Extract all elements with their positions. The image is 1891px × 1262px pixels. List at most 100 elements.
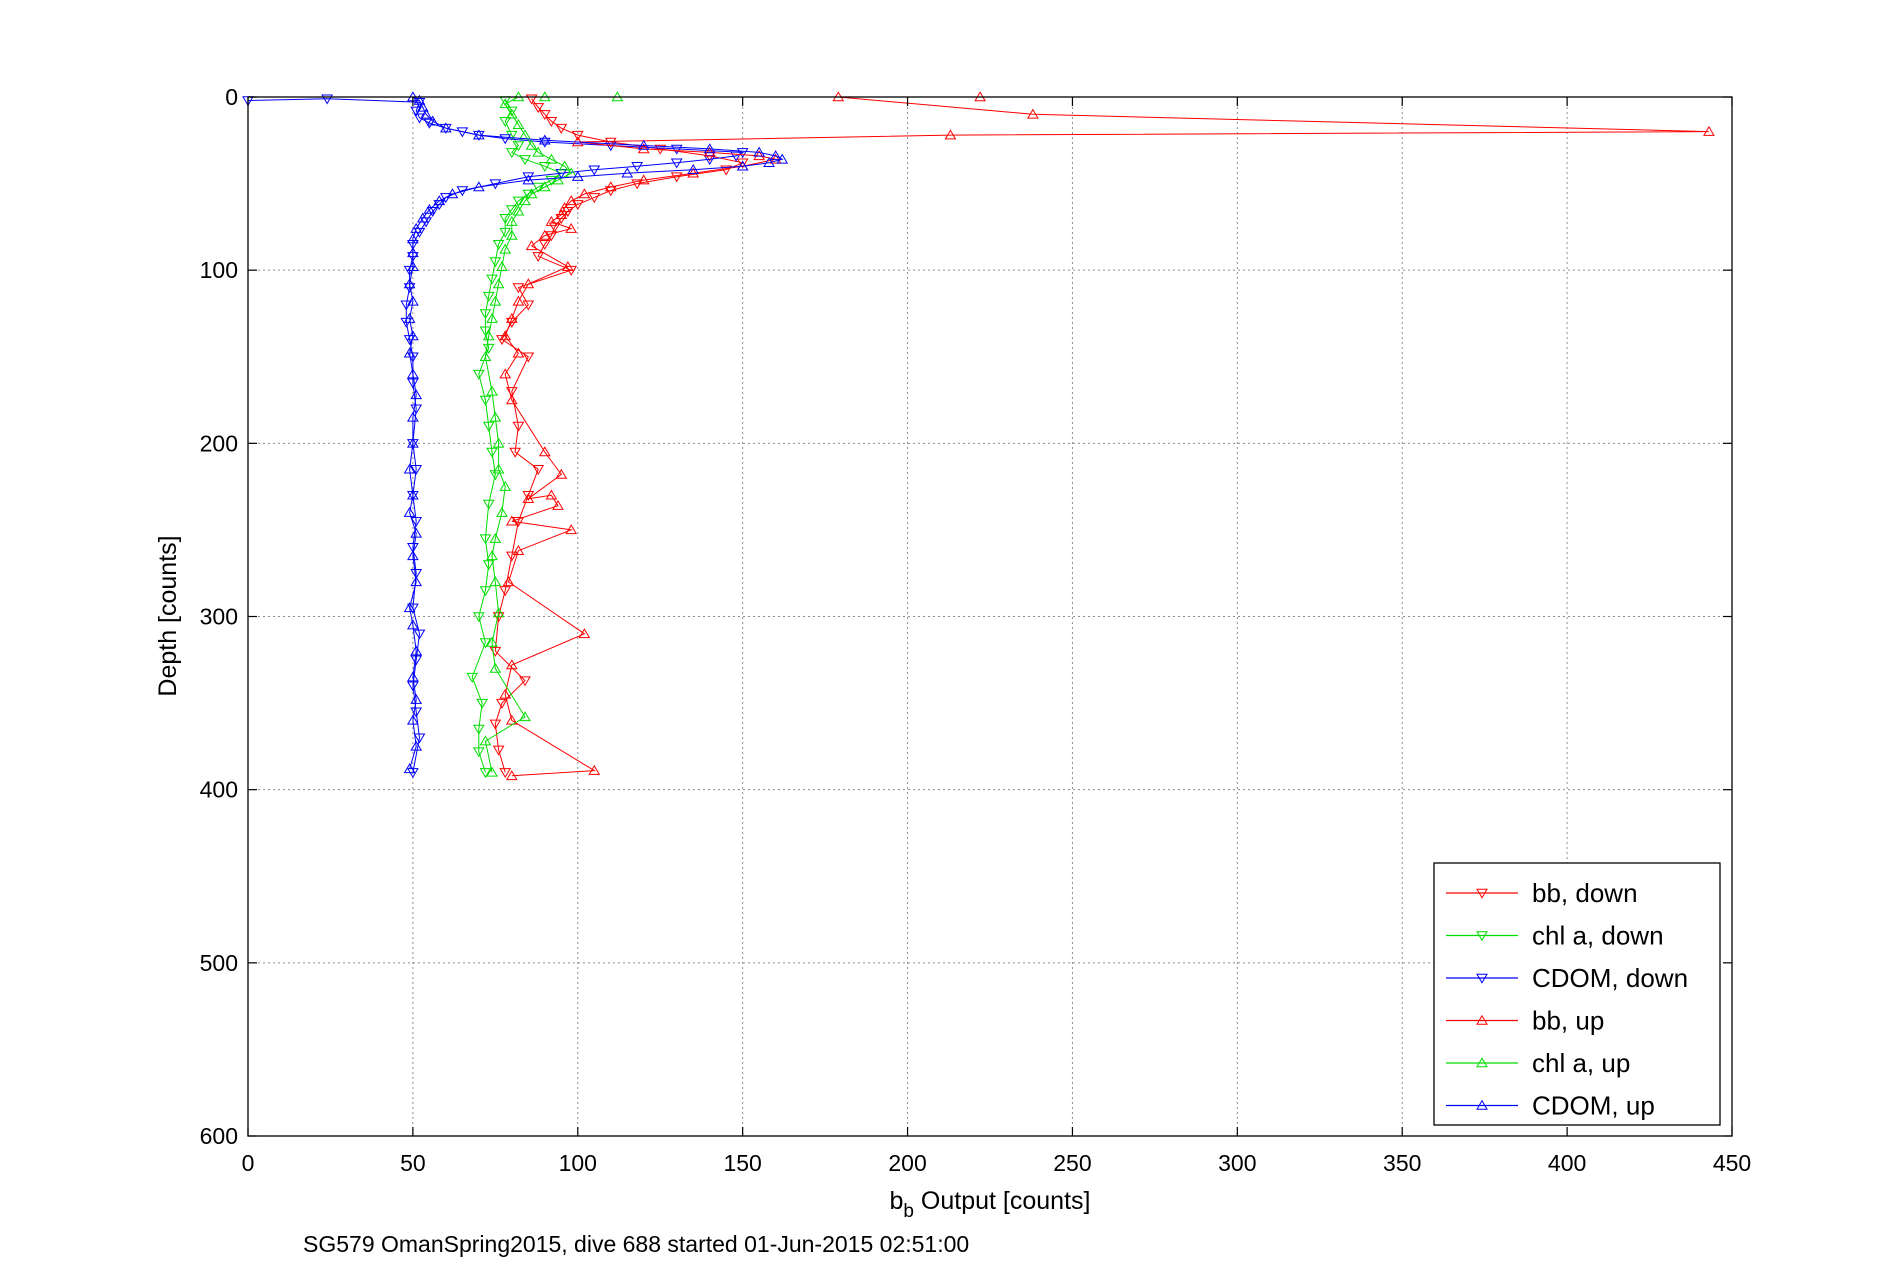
data-point bbox=[588, 193, 601, 204]
data-point bbox=[1026, 108, 1039, 119]
data-point bbox=[538, 181, 551, 192]
data-point bbox=[512, 347, 525, 358]
data-point bbox=[687, 163, 700, 174]
data-point bbox=[578, 188, 591, 199]
data-point bbox=[505, 108, 518, 119]
x-tick-label: 350 bbox=[1383, 1150, 1421, 1176]
data-point bbox=[670, 158, 683, 169]
data-point bbox=[472, 129, 485, 140]
data-point bbox=[532, 146, 545, 157]
data-point bbox=[321, 94, 334, 105]
data-point bbox=[512, 118, 525, 129]
data-point bbox=[703, 146, 716, 157]
legend-label: bb, down bbox=[1532, 878, 1638, 908]
data-point bbox=[538, 446, 551, 457]
axis-ticks: 0 50 100 150 200 250 300 350 400 450 0 100 200 300 400… bbox=[200, 84, 1752, 1176]
data-point bbox=[769, 150, 782, 161]
data-point bbox=[532, 103, 545, 114]
data-point bbox=[499, 243, 512, 254]
data-point bbox=[407, 619, 419, 630]
data-point bbox=[753, 146, 766, 157]
data-point bbox=[512, 544, 525, 555]
data-point bbox=[519, 676, 531, 687]
data-point bbox=[505, 770, 518, 781]
data-point bbox=[512, 295, 525, 306]
data-point bbox=[426, 207, 439, 218]
data-point bbox=[505, 394, 518, 405]
data-point bbox=[479, 768, 492, 779]
legend-label: CDOM, down bbox=[1532, 963, 1688, 993]
data-point bbox=[512, 283, 525, 294]
data-point bbox=[730, 151, 742, 162]
data-point bbox=[499, 330, 512, 341]
data-point bbox=[486, 550, 498, 561]
data-point bbox=[416, 101, 429, 112]
data-point bbox=[403, 278, 416, 289]
data-point bbox=[420, 108, 432, 119]
data-point bbox=[703, 155, 716, 166]
data-point bbox=[545, 175, 558, 186]
data-point bbox=[631, 162, 644, 173]
data-point bbox=[538, 134, 551, 145]
y-axis-label: Depth [counts] bbox=[154, 535, 182, 696]
legend-marker bbox=[1476, 1014, 1488, 1025]
data-point bbox=[476, 698, 489, 709]
data-point bbox=[479, 351, 492, 361]
data-point bbox=[479, 326, 492, 337]
data-point bbox=[588, 165, 601, 176]
data-point bbox=[486, 274, 498, 285]
data-point bbox=[410, 568, 423, 579]
data-point bbox=[413, 733, 426, 744]
y-tick-label: 600 bbox=[200, 1123, 238, 1149]
data-point bbox=[525, 240, 538, 251]
data-point bbox=[578, 628, 591, 639]
data-point bbox=[637, 143, 650, 154]
data-point bbox=[472, 181, 485, 192]
data-point bbox=[489, 257, 502, 268]
data-point bbox=[413, 97, 426, 108]
y-tick-label: 0 bbox=[225, 84, 238, 110]
data-point bbox=[492, 745, 505, 756]
x-tick-label: 100 bbox=[559, 1150, 597, 1176]
data-point bbox=[489, 295, 502, 306]
legend-marker bbox=[1476, 1057, 1488, 1068]
data-point bbox=[545, 153, 558, 164]
data-point bbox=[410, 389, 423, 400]
data-point bbox=[555, 168, 568, 179]
data-point bbox=[489, 532, 502, 543]
data-point bbox=[538, 162, 551, 173]
data-point bbox=[532, 252, 545, 263]
data-point bbox=[555, 468, 568, 479]
data-point bbox=[407, 411, 419, 422]
data-point bbox=[565, 222, 578, 233]
data-point bbox=[486, 766, 498, 777]
data-point bbox=[736, 160, 749, 171]
legend-item: CDOM, up bbox=[1446, 1091, 1655, 1121]
data-point bbox=[403, 506, 416, 517]
x-tick-label: 250 bbox=[1053, 1150, 1091, 1176]
data-point bbox=[604, 181, 617, 192]
data-point bbox=[423, 203, 436, 214]
data-point bbox=[512, 196, 525, 207]
data-point bbox=[423, 118, 436, 129]
data-point bbox=[604, 137, 617, 148]
series-cdom-up bbox=[403, 91, 789, 774]
data-point bbox=[545, 116, 558, 127]
data-point bbox=[486, 447, 498, 458]
x-tick-label: 0 bbox=[242, 1150, 255, 1176]
series-line bbox=[471, 100, 563, 773]
data-point bbox=[499, 227, 512, 238]
data-point bbox=[525, 188, 538, 199]
data-point bbox=[407, 489, 419, 500]
data-point bbox=[519, 155, 531, 166]
data-point bbox=[482, 499, 495, 510]
data-point bbox=[571, 130, 584, 141]
data-point bbox=[482, 291, 495, 302]
data-point bbox=[502, 576, 515, 587]
data-point bbox=[486, 636, 498, 647]
legend-item: bb, up bbox=[1446, 1006, 1604, 1036]
series-chl-a-down bbox=[466, 96, 568, 779]
data-point bbox=[512, 141, 525, 152]
series-line bbox=[504, 96, 1709, 777]
data-point bbox=[552, 174, 564, 185]
